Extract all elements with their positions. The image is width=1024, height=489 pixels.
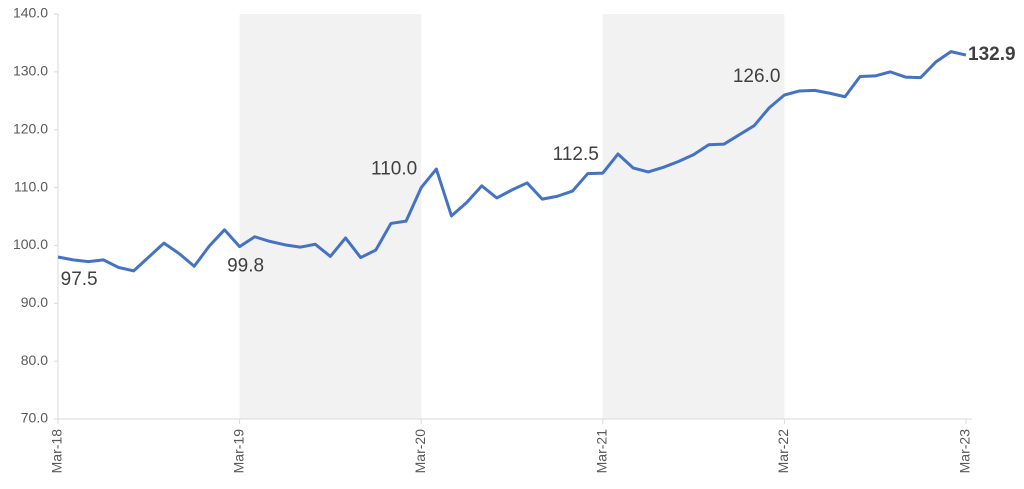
line-series <box>57 50 967 273</box>
x-tick-label: Mar-21 <box>594 429 610 474</box>
data-label: 126.0 <box>733 66 781 87</box>
y-tick-label: 110.0 <box>14 178 48 194</box>
x-tick-label: Mar-23 <box>957 429 973 474</box>
y-tick-label: 120.0 <box>13 120 48 136</box>
data-label: 97.5 <box>61 269 98 290</box>
data-label: 110.0 <box>371 159 417 180</box>
y-tick-label: 100.0 <box>13 236 48 252</box>
y-tick-label: 90.0 <box>21 294 48 310</box>
x-tick-label: Mar-18 <box>49 429 65 474</box>
y-tick-label: 80.0 <box>21 352 48 368</box>
data-label: 112.5 <box>553 144 599 165</box>
y-tick-label: 140.0 <box>13 5 48 21</box>
data-label: 132.9 <box>968 44 1016 65</box>
y-tick-label: 70.0 <box>21 410 48 426</box>
x-tick-label: Mar-19 <box>230 429 246 474</box>
shaded-band <box>602 14 785 419</box>
shaded-band <box>239 14 422 419</box>
x-tick-label: Mar-20 <box>412 429 428 474</box>
x-tick-label: Mar-22 <box>775 429 791 474</box>
data-label: 99.8 <box>227 256 264 277</box>
y-tick-label: 130.0 <box>13 63 48 79</box>
